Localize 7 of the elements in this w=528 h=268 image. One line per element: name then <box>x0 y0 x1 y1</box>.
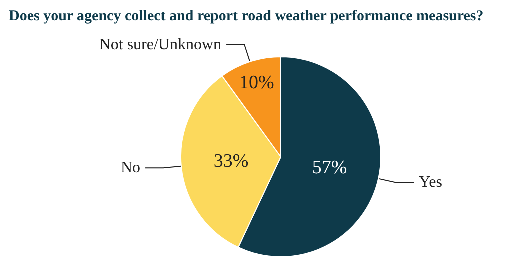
chart-title: Does your agency collect and report road weather performance measures? <box>9 8 484 24</box>
data-label: 33% <box>214 151 249 172</box>
data-label: 10% <box>239 72 274 94</box>
slice-label: No <box>120 160 141 177</box>
slice-label: Not sure/Unknown <box>99 36 222 54</box>
slice-label: Yes <box>419 174 442 192</box>
data-label: 57% <box>312 157 348 178</box>
